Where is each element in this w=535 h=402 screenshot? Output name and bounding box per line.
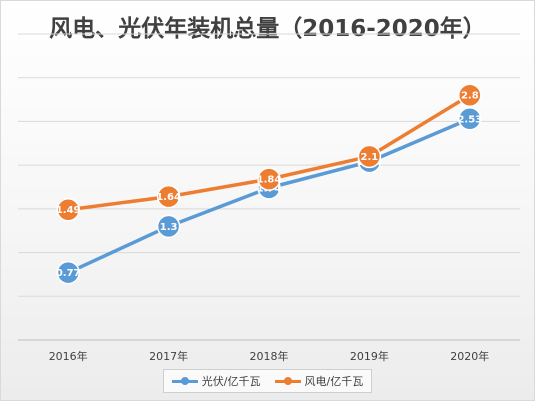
data-point-series-2: [357, 144, 382, 169]
legend-item-series-1: 光伏/亿千瓦: [171, 373, 261, 389]
data-label-series-2: 1.84: [257, 175, 282, 186]
data-label-series-1: 0.77: [56, 268, 81, 279]
legend-swatch-series-1: [171, 376, 198, 386]
legend: 光伏/亿千瓦 风电/亿千瓦: [1, 369, 534, 393]
x-tick-label: 2019年: [350, 349, 389, 363]
data-point-series-2: [56, 197, 80, 222]
legend-label-series-2: 风电/亿千瓦: [304, 375, 364, 388]
data-point-series-1: [56, 260, 80, 285]
legend-label-series-1: 光伏/亿千瓦: [201, 375, 261, 388]
legend-item-series-2: 风电/亿千瓦: [274, 373, 364, 389]
x-tick-label: 2017年: [149, 349, 188, 363]
data-point-series-2: [458, 83, 482, 107]
data-point-series-1: [156, 214, 181, 239]
legend-swatch-series-2: [274, 376, 301, 386]
x-tick-label: 2020年: [450, 349, 489, 363]
data-label-series-2: 1.49: [56, 205, 81, 216]
data-label-series-2: 2.1: [361, 152, 379, 163]
x-tick-label: 2016年: [49, 349, 88, 363]
data-point-series-1: [458, 107, 482, 131]
data-point-series-2: [257, 167, 281, 191]
legend-box: 光伏/亿千瓦 风电/亿千瓦: [162, 369, 373, 393]
data-point-series-2: [156, 184, 181, 209]
data-label-series-2: 1.64: [156, 192, 181, 203]
data-label-series-2: 2.8: [461, 91, 479, 102]
data-label-series-1: 1.3: [160, 222, 178, 233]
data-label-series-1: 2.53: [457, 114, 482, 125]
x-tick-label: 2018年: [250, 349, 289, 363]
chart-title: 风电、光伏年装机总量（2016-2020年）: [49, 16, 486, 42]
